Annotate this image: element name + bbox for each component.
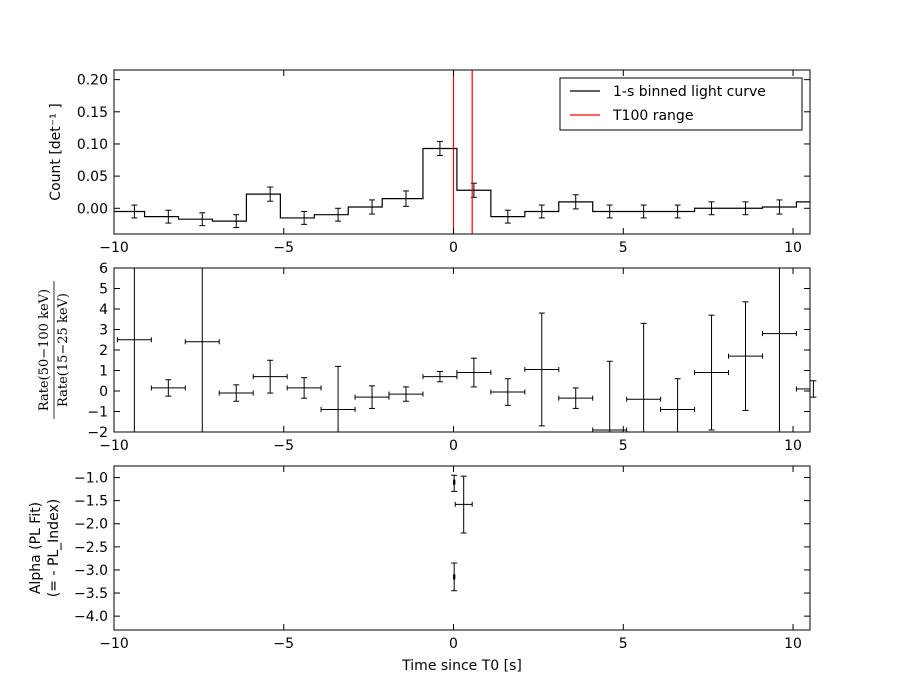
y-tick-label: −2 [87, 425, 108, 441]
y-tick-label: 0 [99, 384, 108, 400]
x-tick-label: 10 [784, 240, 802, 256]
light-curve-errorbar [436, 140, 443, 157]
hardness-ratio-point [761, 268, 797, 432]
light-curve-panel: −10 −5 0 5 10 0.00 0.05 0.10 0.15 0.20 Count [det… [48, 69, 811, 256]
plot-area [114, 466, 810, 630]
hardness-ratio-point [558, 387, 594, 409]
y-tick-label: 2 [99, 343, 108, 359]
x-axis-label: Time since T0 [s] [401, 658, 522, 674]
light-curve-errorbar [674, 204, 681, 219]
hardness-ratio-point [728, 301, 763, 411]
hardness-ratio-point [660, 378, 696, 432]
y-axis-label-line2: (= - PL_Index) [46, 499, 62, 597]
y-tick-label: −1.5 [74, 494, 108, 510]
hardness-ratio-point [422, 371, 458, 383]
light-curve-errorbar [606, 204, 613, 219]
light-curve-errorbar [233, 214, 240, 229]
hardness-ratio-point [694, 314, 730, 431]
y-tick-label: 0.10 [77, 137, 108, 153]
y-tick-label: 0.05 [77, 169, 108, 185]
hardness-ratio-point [218, 384, 254, 402]
hardness-ratio-point [456, 357, 492, 388]
light-curve-errorbar [538, 204, 545, 219]
light-curve-errorbar [267, 186, 274, 202]
y-axis-label-line1: Alpha (PL Fit) [28, 502, 44, 594]
hardness-ratio-point [524, 312, 560, 427]
y-tick-label: −4.0 [74, 609, 108, 625]
x-tick-label: 10 [784, 636, 802, 652]
light-curve-errorbar [572, 194, 579, 210]
alpha-point [454, 475, 473, 534]
alpha-panel: −10 −5 0 5 10 −1.0 −1.5 −2.0 −2.5 −3.0 −3.5 −4.0 Al… [28, 465, 811, 674]
hardness-ratio-point [490, 378, 526, 406]
y-tick-label: 5 [99, 282, 108, 298]
hardness-ratio-point [795, 380, 817, 398]
hardness-ratio-point [286, 377, 322, 399]
light-curve-errorbar [165, 209, 172, 224]
x-tick-label: 0 [449, 636, 458, 652]
hardness-ratio-point [388, 386, 424, 402]
alpha-point [451, 474, 458, 492]
x-tick-label: −10 [99, 636, 129, 652]
light-curve-errorbar [708, 201, 715, 216]
light-curve-errorbar [131, 204, 138, 219]
axes-frame [113, 465, 811, 631]
axes-frame [113, 69, 811, 235]
y-tick-label: 0.15 [77, 105, 108, 121]
hardness-ratio-point [626, 322, 662, 432]
y-tick-label: −1.0 [74, 471, 108, 487]
x-tick-label: 0 [449, 240, 458, 256]
hardness-ratio-point [184, 268, 220, 432]
axes-frame [113, 267, 811, 433]
x-tick-label: −10 [99, 240, 129, 256]
x-tick-label: −5 [273, 636, 294, 652]
y-tick-label: −3.0 [74, 563, 108, 579]
ratio-numerator: Rate(50−100 keV) [37, 289, 52, 411]
y-tick-label: 1 [99, 364, 108, 380]
y-tick-label: −2.0 [74, 517, 108, 533]
legend: 1-s binned light curve T100 range [559, 77, 803, 131]
light-curve-errorbar [402, 190, 409, 207]
x-tick-label: 5 [619, 636, 628, 652]
light-curve-errorbar [776, 199, 783, 215]
light-curve-errorbar [199, 212, 206, 227]
light-curve-errorbar [369, 199, 376, 215]
legend-label-light-curve: 1-s binned light curve [613, 84, 766, 100]
y-tick-label: −3.5 [74, 586, 108, 602]
light-curve-errorbar [335, 207, 342, 222]
y-axis-label: Count [det⁻¹ ] [48, 103, 64, 200]
y-tick-label: 0.20 [77, 73, 108, 89]
legend-box [559, 77, 803, 131]
hardness-ratio-point [252, 359, 288, 394]
light-curve-errorbar [742, 201, 749, 216]
hardness-ratio-point [150, 379, 186, 397]
y-tick-label: 0.00 [77, 201, 108, 217]
y-axis-label: Rate(50−100 keV) Rate(15−25 keV) [37, 281, 71, 419]
y-tick-label: −2.5 [74, 540, 108, 556]
light-curve-errorbar [640, 204, 647, 219]
x-tick-label: −5 [273, 240, 294, 256]
hardness-ratio-point [116, 268, 152, 432]
x-tick-label: −10 [99, 438, 129, 454]
plot-area [114, 268, 810, 432]
alpha-point [451, 562, 458, 592]
hardness-ratio-point [320, 365, 356, 432]
legend-label-t100: T100 range [612, 108, 693, 124]
y-tick-label: 6 [99, 261, 108, 277]
ratio-denominator: Rate(15−25 keV) [56, 293, 71, 407]
x-tick-label: 10 [784, 438, 802, 454]
x-tick-label: −5 [273, 438, 294, 454]
light-curve-errorbar [504, 209, 511, 224]
x-tick-label: 0 [449, 438, 458, 454]
y-tick-label: 3 [99, 323, 108, 339]
y-tick-label: 4 [99, 302, 108, 318]
x-tick-label: 5 [619, 438, 628, 454]
x-tick-label: 5 [619, 240, 628, 256]
y-tick-label: −1 [87, 405, 108, 421]
light-curve-errorbar [301, 210, 308, 225]
